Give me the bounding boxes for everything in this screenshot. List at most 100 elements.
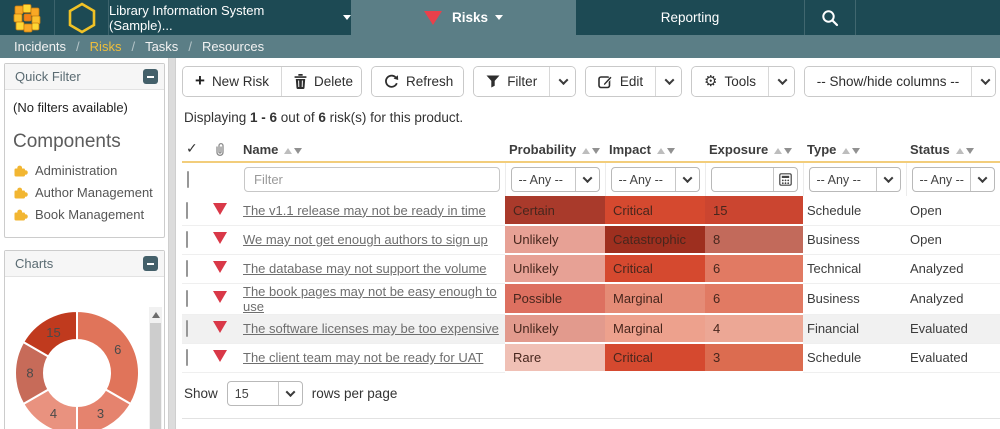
type-filter-select[interactable]: -- Any -- [809,167,901,192]
refresh-button[interactable]: Refresh [372,67,464,96]
workspace-hexagon-icon[interactable] [55,0,109,35]
breadcrumb-resources[interactable]: Resources [202,39,264,54]
sidebar-splitter[interactable] [168,58,176,429]
sort-arrows[interactable] [582,148,600,154]
charts-title: Charts [15,256,53,271]
component-item-administration[interactable]: Administration [13,163,156,178]
exposure-filter-input[interactable] [711,167,798,192]
sort-asc-icon[interactable] [284,148,292,154]
impact-filter-select[interactable]: -- Any -- [611,167,700,192]
risk-name-link[interactable]: We may not get enough authors to sign up [243,232,488,247]
sort-desc-icon[interactable] [784,148,792,154]
component-item-book-management[interactable]: Book Management [13,207,156,222]
main-content: + New Risk Delete [176,58,1000,429]
select-all-icon[interactable]: ✓ [186,141,198,157]
column-header-type[interactable]: Type [803,137,906,162]
chevron-down-icon [978,173,988,183]
edit-dropdown-button[interactable] [655,67,682,96]
breadcrumb-tasks[interactable]: Tasks [145,39,178,54]
sort-desc-icon[interactable] [966,148,974,154]
risk-triangle-icon [424,11,442,25]
sort-arrows[interactable] [842,148,860,154]
donut-segment-label: 4 [50,406,57,421]
filter-funnel-icon [486,75,500,88]
sort-asc-icon[interactable] [774,148,782,154]
sort-arrows[interactable] [956,148,974,154]
risk-name-link[interactable]: The client team may not be ready for UAT [243,350,483,365]
show-hide-columns-label: -- Show/hide columns -- [817,74,960,89]
nav-tab-risks[interactable]: Risks [351,0,576,35]
exposure-cell: 4 [705,314,803,343]
tools-button[interactable]: ⚙ Tools [692,67,768,96]
select-dropdown-segment[interactable] [876,168,900,191]
name-filter-input[interactable] [244,167,500,192]
type-cell: Business [803,225,906,254]
column-header-exposure[interactable]: Exposure [705,137,803,162]
sort-arrows[interactable] [774,148,792,154]
row-checkbox[interactable] [186,320,188,337]
sort-desc-icon[interactable] [294,148,302,154]
breadcrumb: Incidents / Risks / Tasks / Resources [0,35,1000,58]
sort-asc-icon[interactable] [657,148,665,154]
impact-cell: Marginal [605,283,705,314]
row-checkbox[interactable] [186,260,188,277]
nav-tab-reporting[interactable]: Reporting [576,0,804,35]
project-dropdown[interactable]: Library Information System (Sample)... [109,0,351,35]
exposure-cell: 6 [705,254,803,283]
select-dropdown-segment[interactable] [970,168,994,191]
column-header-impact[interactable]: Impact [605,137,705,162]
row-checkbox[interactable] [186,202,188,219]
select-dropdown-segment[interactable] [675,168,699,191]
status-cell: Analyzed [906,283,1000,314]
column-header-probability[interactable]: Probability [505,137,605,162]
components-title: Components [13,131,156,153]
row-checkbox[interactable] [186,349,188,366]
toolbar: + New Risk Delete [182,66,996,97]
chart-scrollbar[interactable] [149,307,162,429]
sort-arrows[interactable] [657,148,675,154]
puzzle-piece-icon [13,164,28,178]
collapse-charts-button[interactable] [143,256,158,271]
probability-filter-select[interactable]: -- Any -- [511,167,600,192]
sort-asc-icon[interactable] [956,148,964,154]
filter-button[interactable]: Filter [474,67,549,96]
risk-name-link[interactable]: The book pages may not be easy enough to… [243,284,497,314]
scroll-up-button[interactable] [149,307,162,322]
sort-desc-icon[interactable] [592,148,600,154]
scrollbar-thumb[interactable] [150,323,161,429]
sort-desc-icon[interactable] [852,148,860,154]
search-button[interactable] [804,0,856,35]
show-hide-columns-dropdown-button[interactable] [971,67,996,96]
filter-row-checkbox[interactable] [187,171,189,188]
select-dropdown-segment[interactable] [575,168,599,191]
row-checkbox[interactable] [186,290,188,307]
row-checkbox[interactable] [186,231,188,248]
select-dropdown-segment[interactable] [278,382,302,405]
risk-name-link[interactable]: The software licenses may be too expensi… [243,321,499,336]
risk-name-link[interactable]: The database may not support the volume [243,261,487,276]
status-cell: Evaluated [906,343,1000,372]
edit-button[interactable]: Edit [586,67,655,96]
sort-asc-icon[interactable] [842,148,850,154]
delete-button[interactable]: Delete [281,67,362,96]
tools-dropdown-button[interactable] [768,67,795,96]
column-header-name[interactable]: Name [239,137,505,162]
rows-per-page-select[interactable]: 15 [227,381,303,406]
app-logo[interactable] [0,0,55,35]
filter-dropdown-button[interactable] [549,67,576,96]
collapse-quick-filter-button[interactable] [143,69,158,84]
sort-desc-icon[interactable] [667,148,675,154]
column-header-status[interactable]: Status [906,137,1000,162]
component-item-author-management[interactable]: Author Management [13,185,156,200]
chevron-down-icon [343,15,351,20]
risk-name-link[interactable]: The v1.1 release may not be ready in tim… [243,203,486,218]
exposure-calculator-button[interactable] [773,168,797,191]
impact-cell: Catastrophic [605,225,705,254]
sort-arrows[interactable] [284,148,302,154]
breadcrumb-incidents[interactable]: Incidents [14,39,66,54]
breadcrumb-risks[interactable]: Risks [90,39,122,54]
new-risk-button[interactable]: + New Risk [183,67,281,96]
show-hide-columns-select[interactable]: -- Show/hide columns -- [805,67,972,96]
sort-asc-icon[interactable] [582,148,590,154]
status-filter-select[interactable]: -- Any -- [912,167,996,192]
